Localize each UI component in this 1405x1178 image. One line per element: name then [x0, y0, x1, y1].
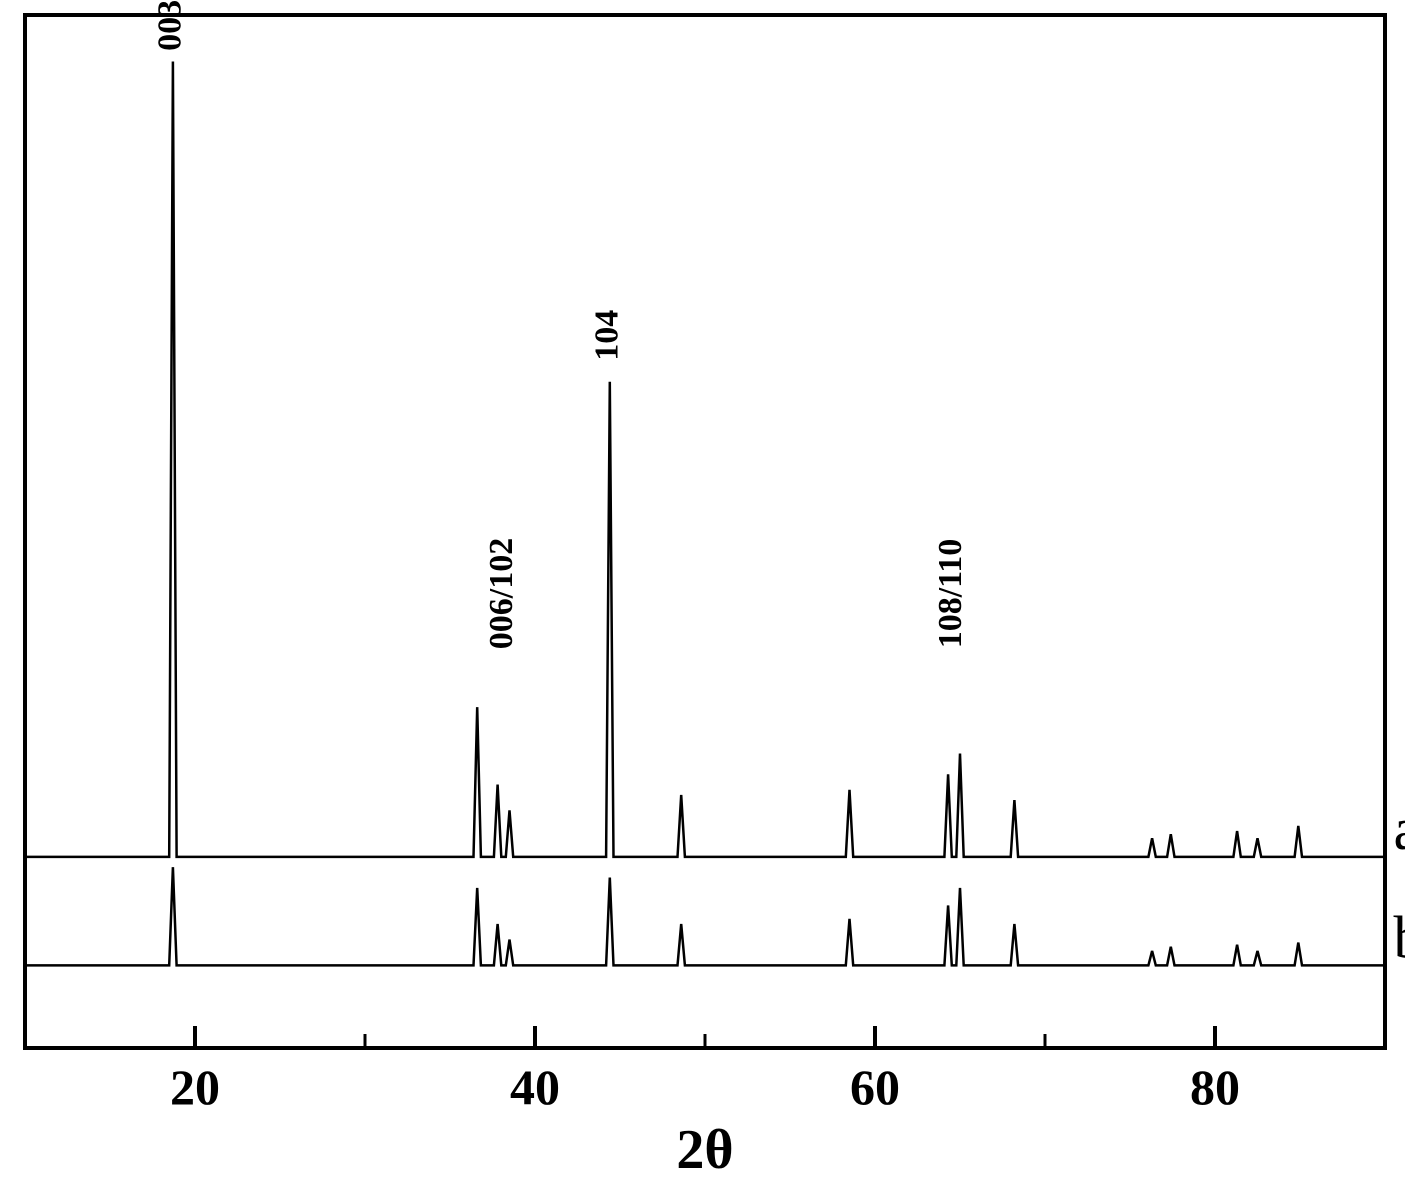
- peak-label: 104: [589, 310, 626, 361]
- xrd-pattern-a: [25, 62, 1385, 857]
- plot-frame: [25, 15, 1385, 1048]
- peak-label: 108/110: [932, 539, 969, 649]
- xrd-pattern-b: [25, 867, 1385, 965]
- x-tick-label: 80: [1190, 1059, 1240, 1115]
- series-label-a: a: [1394, 796, 1405, 862]
- chart-svg: 20 40 60 80 2θ ab 003 006/102 104 108/110: [0, 0, 1405, 1178]
- x-tick-label: 20: [170, 1059, 220, 1115]
- peak-label: 006/102: [483, 538, 520, 649]
- x-tick-label: 60: [850, 1059, 900, 1115]
- series-label-b: b: [1394, 904, 1405, 970]
- peak-label-group: 003: [152, 0, 189, 51]
- peak-label-group: 006/102: [483, 538, 520, 649]
- xrd-chart: 20 40 60 80 2θ ab 003 006/102 104 108/110: [0, 0, 1405, 1178]
- peak-label: 003: [152, 0, 189, 51]
- x-axis-label: 2θ: [676, 1119, 733, 1178]
- x-tick-label: 40: [510, 1059, 560, 1115]
- peak-label-group: 108/110: [932, 539, 969, 649]
- peak-label-group: 104: [589, 310, 626, 361]
